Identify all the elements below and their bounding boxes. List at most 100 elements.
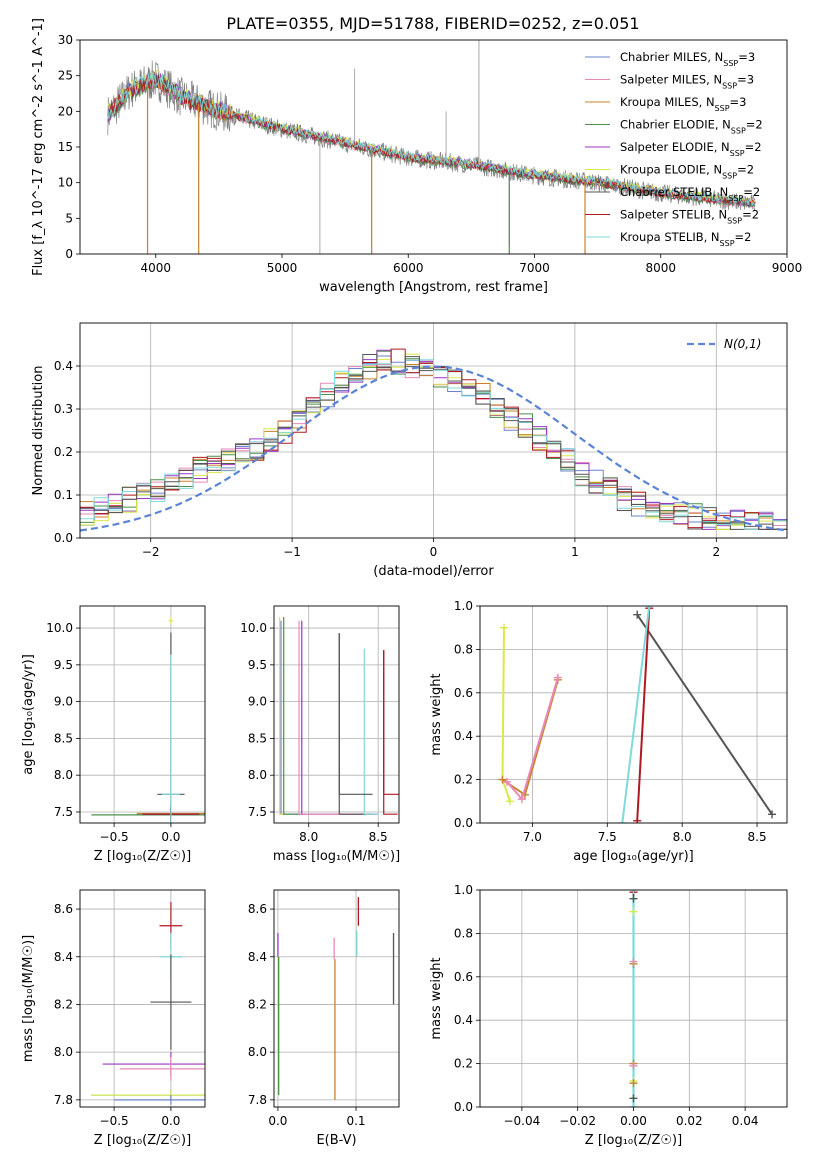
x-tick-label: 7.0 <box>523 830 542 844</box>
axes-border <box>273 605 400 824</box>
y-tick-label: 0.0 <box>454 816 473 830</box>
x-tick-label: 9000 <box>772 261 803 275</box>
legend-label-3: Chabrier ELODIE, NSSP=2 <box>620 118 763 136</box>
plus-marker <box>629 907 638 916</box>
weight-age-line-8 <box>621 606 651 823</box>
y-tick-label: 9.0 <box>248 695 267 709</box>
mass-age-step-7b <box>383 650 399 795</box>
mass-age-step-4 <box>301 620 379 815</box>
plot-area <box>91 901 205 1105</box>
y-tick-label: 8.0 <box>54 1045 73 1059</box>
grid <box>274 890 399 1107</box>
weight-age-line-6 <box>636 614 773 815</box>
y-tick-label: 8.2 <box>54 997 73 1011</box>
x-tick-label: −1 <box>283 545 301 559</box>
plus-marker <box>618 819 627 823</box>
model-spectrum-8 <box>107 71 756 206</box>
y-tick-label: 7.5 <box>248 805 267 819</box>
x-tick-label: 0.00 <box>620 1114 647 1128</box>
x-axis-label: wavelength [Angstrom, rest frame] <box>319 280 548 295</box>
panel-weight-vs-age: 7.0 7.5 8.0 8.5 0.0 0.2 0.4 0.6 0.8 1.0 age [log₁₀… <box>429 599 788 864</box>
mass-age-step-6b <box>338 633 373 795</box>
x-tick-label: −0.04 <box>503 1114 540 1128</box>
x-tick-label: 0.0 <box>268 1114 287 1128</box>
plus-marker <box>517 795 526 804</box>
y-tick-label: 0.4 <box>54 359 73 373</box>
residual-histogram-data <box>80 356 787 530</box>
x-tick-label: 0.1 <box>346 1114 365 1128</box>
panel-spectrum: 4000 5000 6000 7000 8000 9000 0 5 10 15 20 25 30 wave… <box>31 18 802 295</box>
mass-age-step-8 <box>363 648 379 815</box>
x-tick-label: 8.0 <box>299 830 318 844</box>
y-tick-label: 9.5 <box>54 658 73 672</box>
plus-marker <box>629 957 638 966</box>
plus-marker <box>629 1103 638 1107</box>
y-tick-label: 8.5 <box>54 731 73 745</box>
y-tick-label: 5 <box>65 211 73 225</box>
x-axis-label: Z [log₁₀(Z/Z☉)] <box>585 1133 682 1148</box>
mass-age-step-3 <box>283 617 302 815</box>
x-tick-label: 0.0 <box>161 830 180 844</box>
y-tick-label: 0.2 <box>454 1057 473 1071</box>
y-tick-label: 9.5 <box>248 658 267 672</box>
x-tick-label: 8000 <box>645 261 676 275</box>
panel-mass-vs-ebv: 0.0 0.1 7.8 8.0 8.2 8.4 8.6 E(B-V) <box>248 889 400 1148</box>
x-tick-label: 1 <box>571 545 579 559</box>
plus-marker <box>498 775 507 784</box>
weight-age-line-7 <box>636 608 651 821</box>
y-axis-label: age [log₁₀(age/yr)] <box>21 654 36 775</box>
y-tick-label: 0.0 <box>454 1100 473 1114</box>
plot-area <box>277 897 395 1100</box>
y-axis-label: mass weight <box>429 957 444 1039</box>
x-axis-label: mass [log₁₀(M/M☉)] <box>273 849 400 864</box>
plot-area <box>91 617 205 823</box>
grid <box>80 606 205 823</box>
y-tick-label: 0.4 <box>454 1013 473 1027</box>
x-axis-label: Z [log₁₀(Z/Z☉)] <box>94 1133 191 1148</box>
legend-label-2: Kroupa MILES, NSSP=3 <box>620 95 746 113</box>
x-axis-label: E(B-V) <box>316 1133 356 1148</box>
y-axis-label: Normed distribution <box>31 366 46 496</box>
plus-marker <box>629 1094 638 1103</box>
grid <box>274 606 399 823</box>
legend-label-normal: N(0,1) <box>724 337 761 351</box>
y-axis-label: mass [log₁₀(M/M☉)] <box>21 935 36 1062</box>
y-tick-label: 8.4 <box>54 950 73 964</box>
mass-age-step-6 <box>338 633 372 815</box>
y-tick-label: 15 <box>58 140 73 154</box>
x-tick-label: −2 <box>142 545 160 559</box>
plus-marker <box>499 623 508 632</box>
model-spectrum-3 <box>107 73 756 208</box>
panel-weight-vs-metallicity: −0.04 −0.02 0.00 0.02 0.04 0.0 0.2 0.4 0.6 0.8 1.0… <box>429 883 788 1148</box>
plot-area <box>107 40 756 254</box>
panel-age-vs-metallicity: −0.5 0.0 7.5 8.0 8.5 9.0 9.5 10.0 Z [log₁₀(Z/Z☉)… <box>21 605 206 864</box>
plot-area <box>278 617 399 815</box>
y-tick-label: 0.8 <box>454 642 473 656</box>
x-tick-label: 6000 <box>393 261 424 275</box>
axes-border <box>479 889 788 1108</box>
y-axis-label: Flux [f_λ 10^-17 erg cm^-2 s^-1 A^-1] <box>31 18 46 276</box>
plus-marker <box>768 810 777 819</box>
axes-border <box>79 605 206 824</box>
y-tick-label: 9.0 <box>54 695 73 709</box>
panel-residuals: −2 −1 0 1 2 0.0 0.1 0.2 0.3 0.4 (data-model)/error… <box>31 322 788 579</box>
y-tick-label: 8.2 <box>248 997 267 1011</box>
axes-frame: 4000 5000 6000 7000 8000 9000 0 5 10 15 20 25 30 wave… <box>31 18 802 295</box>
y-tick-label: 0.0 <box>54 531 73 545</box>
mass-age-step-7 <box>383 650 398 815</box>
y-tick-label: 7.8 <box>54 1093 73 1107</box>
x-tick-label: 8.5 <box>748 830 767 844</box>
plus-marker <box>505 797 514 806</box>
y-tick-label: 0.1 <box>54 488 73 502</box>
legend-label-5: Kroupa ELODIE, NSSP=2 <box>620 163 754 181</box>
axes-border <box>273 889 400 1108</box>
x-tick-label: 8.5 <box>369 830 388 844</box>
grid <box>80 323 787 539</box>
y-tick-label: 0.2 <box>54 445 73 459</box>
axes-border <box>479 605 788 824</box>
plot-area <box>629 890 638 1107</box>
y-tick-label: 0.8 <box>454 926 473 940</box>
x-tick-label: −0.02 <box>559 1114 596 1128</box>
axes-border <box>79 39 788 255</box>
